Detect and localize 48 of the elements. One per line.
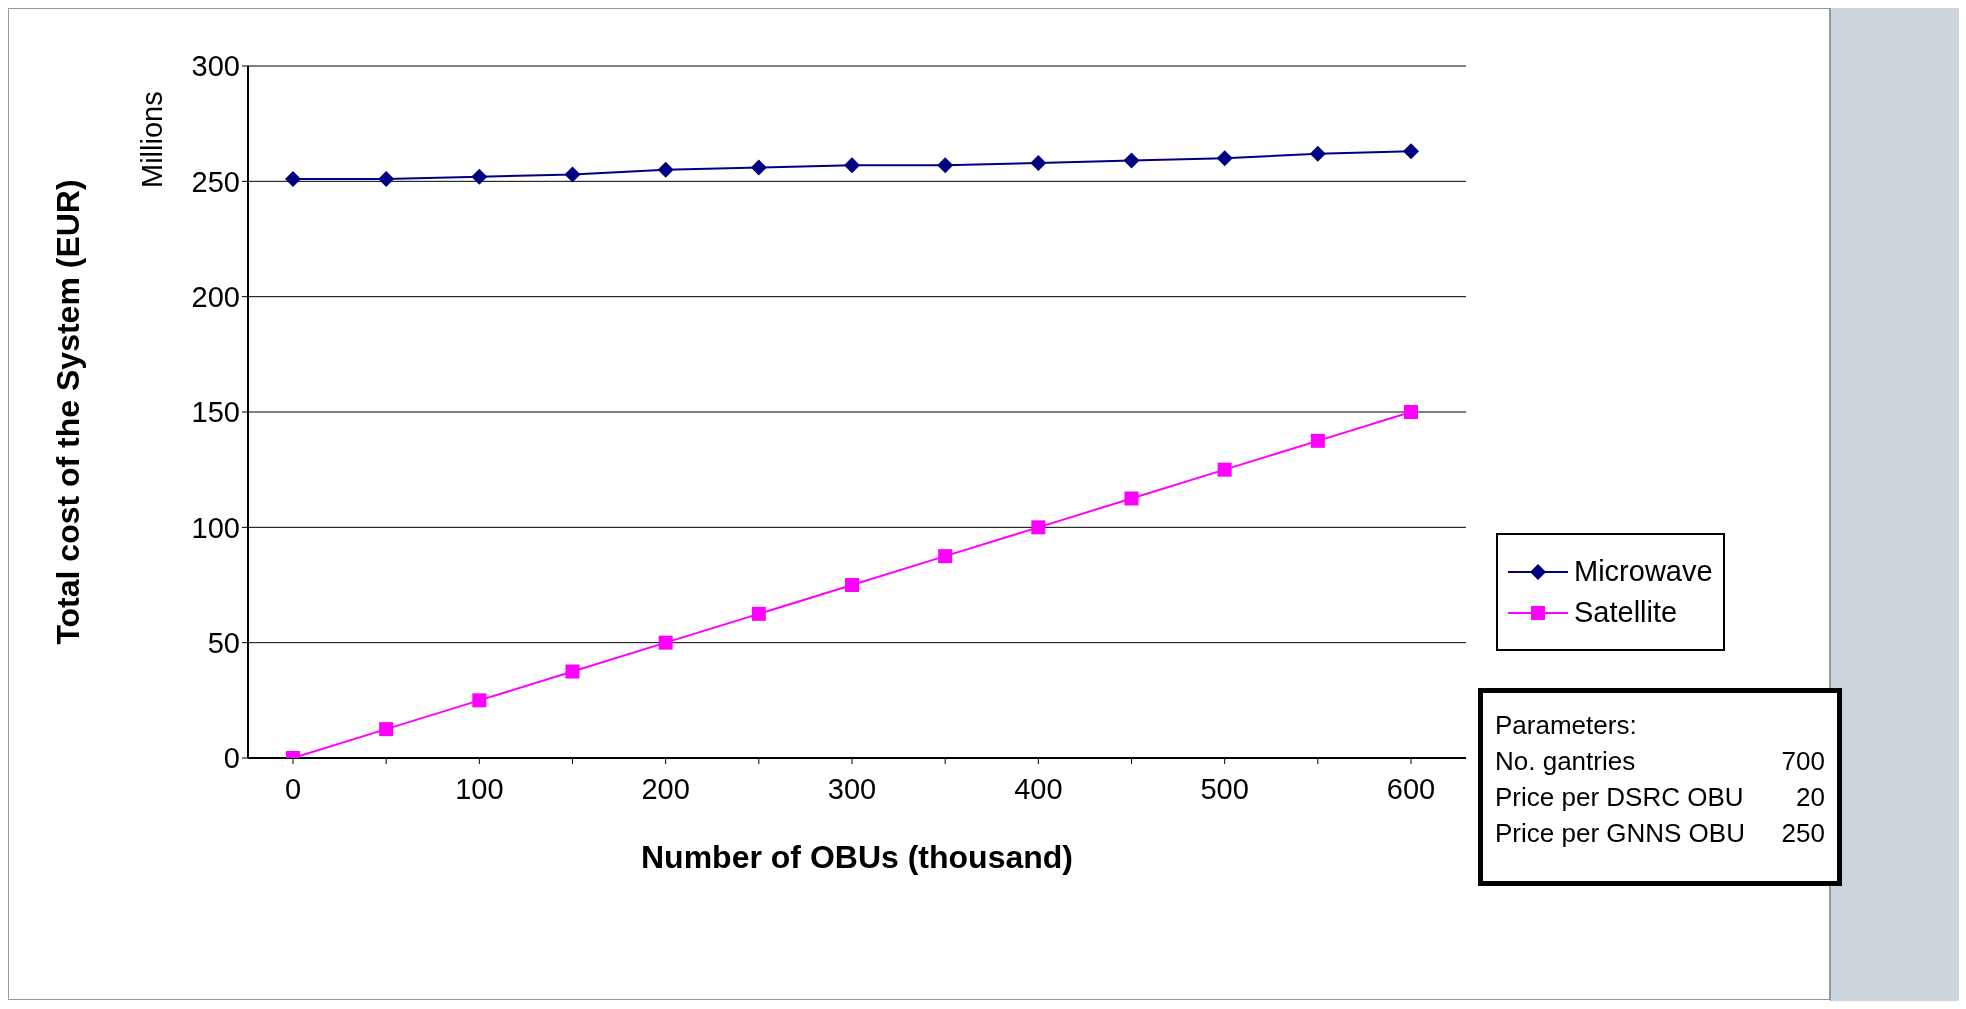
y-tick-label: 150 xyxy=(191,396,240,429)
text: Millions xyxy=(136,91,168,188)
point xyxy=(1217,462,1232,477)
x-tick-label: 0 xyxy=(284,772,302,805)
y-tick-label: 100 xyxy=(191,511,240,544)
x-tick-label: 100 xyxy=(455,772,504,805)
legend-label: Satellite xyxy=(1574,596,1678,629)
point xyxy=(1404,405,1418,419)
point xyxy=(751,606,766,621)
y-tick-label: 200 xyxy=(191,280,240,313)
y-tick-label: 0 xyxy=(223,742,240,775)
text: Parameters: xyxy=(1495,709,1637,742)
point xyxy=(472,693,487,708)
point xyxy=(1309,145,1326,162)
x-axis-title: Number of OBUs (thousand) xyxy=(641,839,1073,875)
text: Price per GNNS OBU 250 xyxy=(1495,818,1825,848)
x-tick-label: 400 xyxy=(1014,772,1063,805)
point xyxy=(379,722,394,737)
point xyxy=(1403,143,1419,160)
x-tick-label: 500 xyxy=(1200,772,1249,805)
y-tick-label: 50 xyxy=(207,626,240,659)
y-tick-label: 250 xyxy=(191,165,240,198)
y-tick-label: 300 xyxy=(191,50,240,83)
point xyxy=(1123,152,1140,169)
point xyxy=(1216,150,1233,167)
point xyxy=(1030,154,1047,171)
point xyxy=(565,664,580,679)
y-axis-title: Total cost of the System (EUR) xyxy=(50,179,87,645)
point xyxy=(937,157,954,174)
x-tick-label: 600 xyxy=(1386,772,1436,805)
point xyxy=(658,635,673,650)
point xyxy=(750,159,767,176)
point xyxy=(564,166,581,183)
text: No. gantries 700 xyxy=(1495,746,1825,776)
legend-label: Microwave xyxy=(1574,555,1713,588)
point xyxy=(471,168,488,185)
point xyxy=(844,157,860,174)
point xyxy=(657,161,674,178)
text: Price per DSRC OBU 20 xyxy=(1495,782,1825,812)
point xyxy=(1124,491,1139,506)
point xyxy=(1031,520,1046,535)
point xyxy=(845,578,859,592)
point xyxy=(285,171,301,188)
x-tick-label: 200 xyxy=(641,772,690,805)
point xyxy=(378,171,395,188)
x-tick-label: 300 xyxy=(827,772,877,805)
point xyxy=(938,549,953,564)
point xyxy=(1310,433,1325,448)
